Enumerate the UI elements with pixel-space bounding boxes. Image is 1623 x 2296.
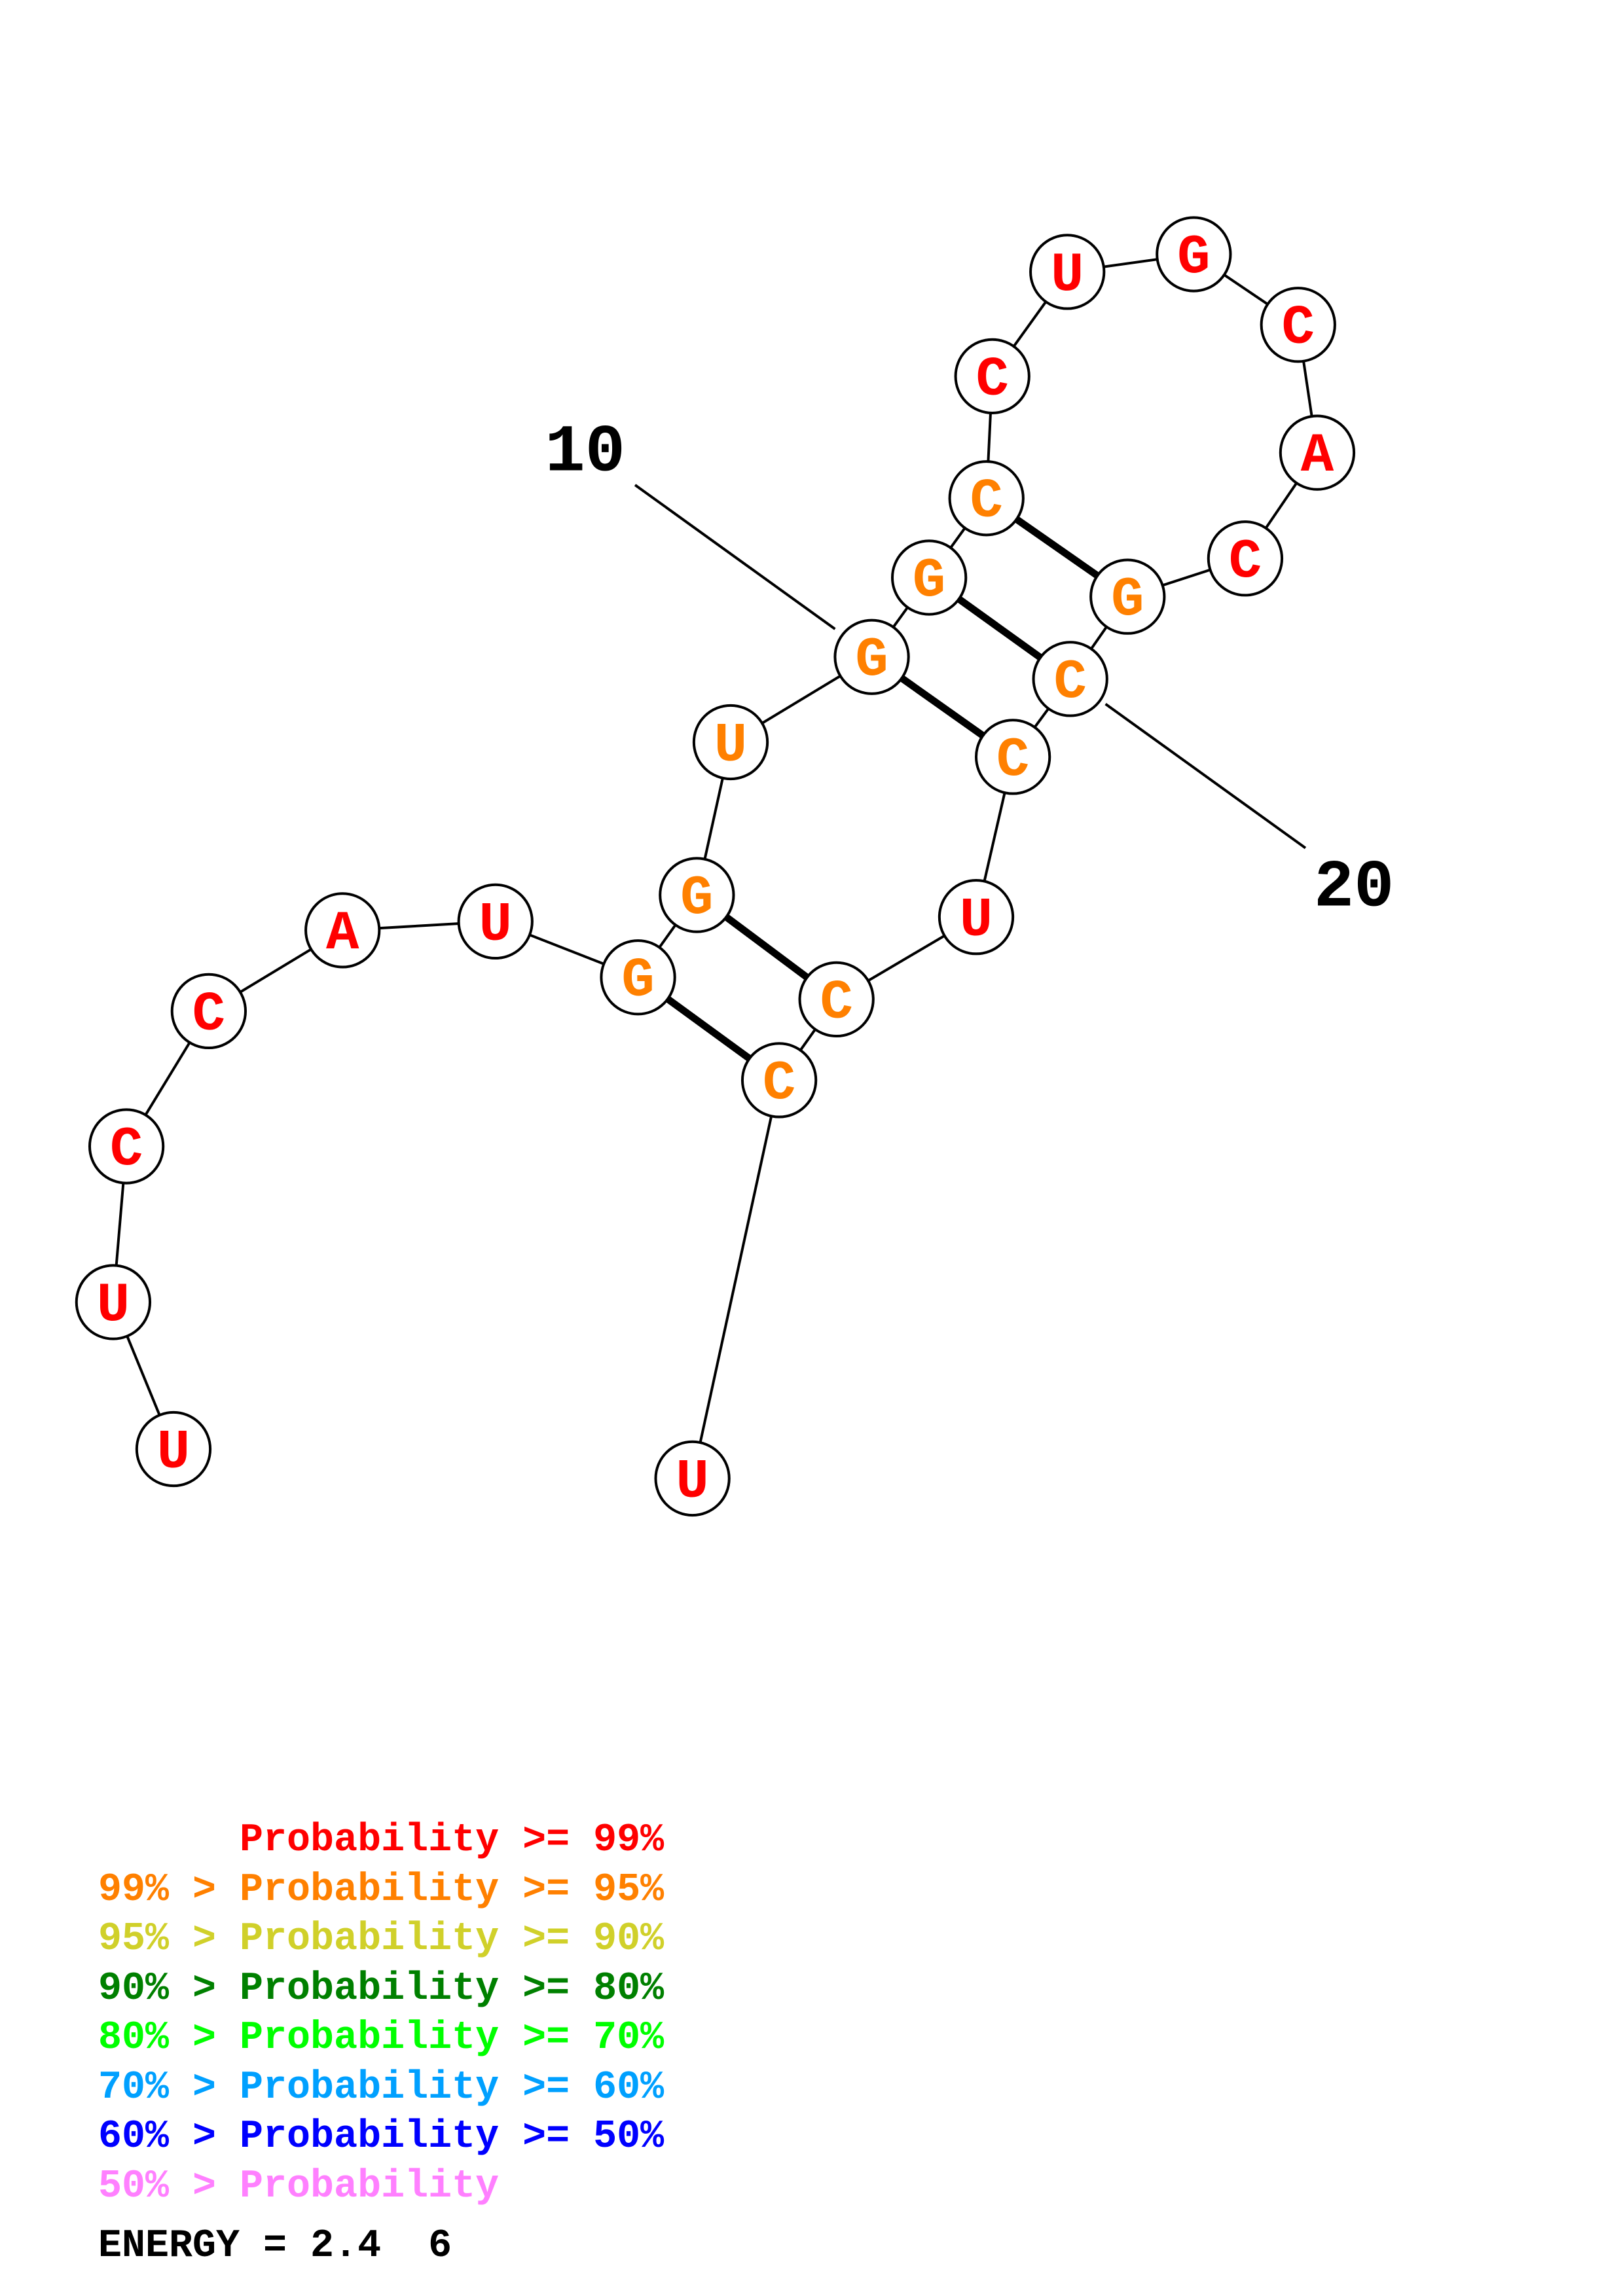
nucleotide-circle xyxy=(948,460,1025,537)
nucleotide-circle xyxy=(170,973,247,1050)
backbone-segment xyxy=(691,1079,781,1479)
nucleotide: C xyxy=(1032,641,1108,717)
nucleotide-circle xyxy=(304,892,381,969)
nucleotide-circle xyxy=(891,539,968,616)
nucleotide-letter: C xyxy=(970,471,1003,533)
nucleotide-letter: U xyxy=(676,1451,708,1513)
nucleotide-circle xyxy=(1260,287,1336,363)
nucleotide-circle xyxy=(75,1264,152,1340)
nucleotide-letter: U xyxy=(960,890,993,952)
nucleotide-circle xyxy=(600,939,676,1016)
nucleotide-circle xyxy=(1032,641,1108,717)
nucleotide: C xyxy=(88,1108,165,1185)
nucleotide: C xyxy=(1260,287,1336,363)
nucleotide-letter: G xyxy=(1111,569,1144,632)
number-tick-line xyxy=(1104,702,1307,850)
nucleotide-letter: C xyxy=(1282,298,1315,360)
nucleotide-circle xyxy=(1279,414,1356,491)
nucleotide-letter: C xyxy=(1229,531,1262,594)
legend-row: 99% > Probability >= 95% xyxy=(98,1867,665,1912)
nucleotide-circle xyxy=(457,883,534,960)
nucleotide-letter: C xyxy=(192,984,225,1046)
legend-row: 70% > Probability >= 60% xyxy=(98,2065,665,2110)
nucleotide: U xyxy=(75,1264,152,1340)
number-tick-line xyxy=(634,484,836,630)
nucleotide-letter: U xyxy=(714,715,747,777)
legend-row: 95% > Probability >= 90% xyxy=(98,1917,665,1962)
nucleotide: U xyxy=(654,1440,731,1517)
nucleotide-letter: C xyxy=(763,1053,795,1115)
nucleotide-circle xyxy=(1207,520,1284,597)
nucleotide-circle xyxy=(798,961,875,1038)
nucleotide-letter: C xyxy=(1053,652,1086,714)
nucleotide-letter: C xyxy=(820,972,852,1034)
nucleotide: C xyxy=(974,719,1051,795)
nucleotide-letter: G xyxy=(621,950,654,1013)
nucleotide: C xyxy=(798,961,875,1038)
nucleotide-circle xyxy=(135,1410,212,1488)
nucleotide-circle xyxy=(954,338,1030,414)
nucleotide: C xyxy=(1207,520,1284,597)
nucleotide: A xyxy=(304,892,381,969)
nucleotide: G xyxy=(891,539,968,616)
legend-row: 80% > Probability >= 70% xyxy=(98,2016,665,2060)
number-tick-label: 10 xyxy=(545,415,625,491)
nucleotide: C xyxy=(948,460,1025,537)
nucleotide-letter: G xyxy=(1177,227,1210,289)
nucleotide-circle xyxy=(1156,216,1232,293)
nucleotide-circle xyxy=(88,1108,165,1185)
nucleotide: U xyxy=(457,883,534,960)
nucleotide-letter: G xyxy=(913,550,945,613)
nucleotide: C xyxy=(740,1042,818,1119)
nucleotide: U xyxy=(692,704,769,781)
nucleotide: C xyxy=(954,338,1030,414)
nucleotide-letter: C xyxy=(996,730,1029,792)
nucleotide: G xyxy=(1089,558,1166,635)
base-pair-layer xyxy=(636,495,1130,1083)
nucleotide: U xyxy=(135,1410,212,1488)
nucleotide-circle xyxy=(659,857,735,933)
numbering-layer: 10 20 xyxy=(545,415,1394,926)
nucleotide-circle xyxy=(938,879,1015,956)
legend-row: 90% > Probability >= 80% xyxy=(98,1966,665,2011)
number-tick-label: 20 xyxy=(1314,850,1394,925)
legend-row: Probability >= 99% xyxy=(98,1818,665,1863)
nucleotide-circle xyxy=(692,704,769,781)
nucleotide-letter: U xyxy=(157,1422,190,1484)
nucleotide: U xyxy=(1029,234,1106,310)
nucleotide-letter: A xyxy=(326,903,359,965)
nucleotide-circle xyxy=(740,1042,818,1119)
nucleotide-letter: U xyxy=(1051,245,1084,307)
nucleotide-circle xyxy=(974,719,1051,795)
nucleotide: C xyxy=(170,973,247,1050)
nucleotide-letter: G xyxy=(855,630,888,692)
nucleotide-letter: U xyxy=(479,894,512,956)
nucleotide: G xyxy=(833,619,910,695)
nucleotide: G xyxy=(600,939,676,1016)
nucleotide-letter: C xyxy=(110,1119,143,1181)
nucleotide-circle xyxy=(1029,234,1106,310)
nucleotide-circle xyxy=(833,619,910,695)
nucleotide-letter: U xyxy=(97,1275,130,1337)
probability-legend: Probability >= 99% 99% > Probability >= 9… xyxy=(98,1816,664,2212)
energy-label: ENERGY = 2.4 6 xyxy=(98,2224,452,2269)
nucleotide-letter: G xyxy=(680,868,713,930)
nucleotide-circle xyxy=(1089,558,1166,635)
nucleotide: A xyxy=(1279,414,1356,491)
nucleotide: G xyxy=(659,857,735,933)
legend-row: 50% > Probability xyxy=(98,2164,500,2209)
nucleotide-letter: C xyxy=(976,349,1008,411)
nucleotide: G xyxy=(1156,216,1232,293)
nucleotide: U xyxy=(938,879,1015,956)
nucleotide-circle xyxy=(654,1440,731,1517)
legend-row: 60% > Probability >= 50% xyxy=(98,2115,665,2159)
nucleotide-letter: A xyxy=(1301,425,1334,488)
